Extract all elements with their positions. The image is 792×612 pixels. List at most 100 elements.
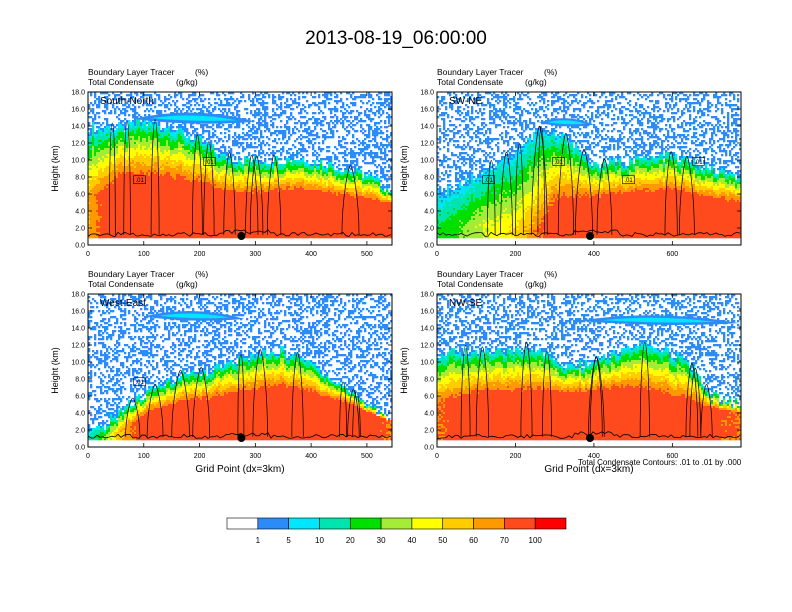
header-right-1: (%) [544, 269, 557, 279]
colorbar-label: 50 [438, 536, 447, 545]
y-tick-label: 0.0 [75, 445, 85, 452]
x-tick-label: 100 [138, 251, 150, 258]
header-right-1: (%) [195, 67, 208, 77]
header-left-1: Boundary Layer Tracer [437, 67, 524, 77]
y-tick-label: 16.0 [420, 309, 434, 316]
condensate-contour [249, 155, 264, 235]
colorbar-swatch [288, 517, 320, 530]
y-tick-label: 18.0 [420, 292, 434, 299]
colorbar-swatch [534, 517, 567, 530]
condensate-contour [237, 354, 245, 437]
header-left-2: Total Condensate [437, 77, 503, 87]
header-right-1: (%) [544, 67, 557, 77]
colorbar-label: 100 [529, 536, 543, 545]
condensate-contour [352, 391, 361, 437]
y-axis-label: Height (km) [50, 145, 60, 192]
location-marker [585, 434, 594, 442]
header-right-2: (g/kg) [525, 77, 547, 87]
x-axis-label: Grid Point (dx=3km) [195, 464, 284, 475]
colorbar-label: 40 [407, 536, 416, 545]
condensate-contour [664, 151, 678, 235]
condensate-contour [689, 367, 702, 437]
y-tick-label: 10.0 [71, 158, 85, 165]
contour-footnote: Total Condensate Contours: .01 to .01 by… [578, 458, 741, 467]
y-tick-label: 8.0 [75, 377, 85, 384]
header-left-1: Boundary Layer Tracer [88, 269, 175, 279]
plot-frame [436, 293, 742, 448]
y-tick-label: 10.0 [420, 158, 434, 165]
condensate-contour [531, 125, 548, 235]
colorbar-label: 20 [346, 536, 355, 545]
y-tick-label: 18.0 [420, 90, 434, 97]
condensate-contour [108, 122, 116, 235]
contour-label-box [552, 157, 565, 166]
contour-label: .01 [205, 160, 214, 166]
colorbar: 1 5 10 20 30 40 50 60 70 100 [226, 517, 567, 545]
condensate-contour [252, 349, 268, 437]
x-tick-label: 400 [588, 251, 600, 258]
tracer-field [437, 294, 741, 441]
condensate-contour [171, 369, 190, 437]
location-marker [585, 232, 594, 240]
x-tick-label: 0 [435, 453, 439, 460]
colorbar-label: 10 [315, 536, 324, 545]
condensate-contour [596, 158, 613, 235]
x-tick-label: 0 [86, 453, 90, 460]
x-tick-label: 600 [667, 251, 679, 258]
plot-frame [436, 91, 742, 246]
y-tick-label: 6.0 [424, 394, 434, 401]
y-axis-label: Height (km) [399, 347, 409, 394]
contour-label-box [203, 157, 216, 166]
y-tick-label: 8.0 [424, 377, 434, 384]
y-tick-label: 18.0 [71, 90, 85, 97]
panel-label: West-East [100, 298, 146, 309]
contour-label: .01 [136, 178, 145, 184]
y-tick-label: 2.0 [75, 226, 85, 233]
condensate-contour [700, 384, 713, 437]
colorbar-swatch [442, 517, 474, 530]
x-tick-label: 400 [305, 453, 317, 460]
condensate-contour [639, 342, 650, 437]
upper-cloud-core [547, 120, 586, 125]
y-tick-label: 14.0 [420, 326, 434, 333]
header-right-2: (g/kg) [176, 279, 198, 289]
contour-label: .01 [624, 178, 633, 184]
y-tick-label: 12.0 [420, 141, 434, 148]
y-tick-label: 2.0 [75, 428, 85, 435]
colorbar-swatch [319, 517, 351, 530]
condensate-contour [150, 119, 160, 235]
y-tick-label: 12.0 [71, 343, 85, 350]
contour-label-box [622, 175, 635, 185]
condensate-contour [123, 121, 131, 235]
y-tick-label: 0.0 [75, 243, 85, 250]
x-tick-label: 400 [588, 453, 600, 460]
x-tick-label: 300 [249, 251, 261, 258]
condensate-contour [146, 384, 164, 437]
header-left-1: Boundary Layer Tracer [88, 67, 175, 77]
colorbar-swatch [226, 517, 259, 530]
header-left-2: Total Condensate [437, 279, 503, 289]
x-tick-label: 500 [361, 251, 373, 258]
panel-sw-ne: Boundary Layer Tracer (%) Total Condensate… [399, 67, 742, 258]
contour-label: .01 [136, 380, 145, 386]
plot-frame [87, 91, 393, 246]
condensate-contour [475, 346, 489, 437]
colorbar-swatch [504, 517, 536, 530]
condensate-contour [542, 351, 552, 437]
condensate-contour [685, 362, 699, 437]
x-tick-label: 0 [435, 251, 439, 258]
header-right-2: (g/kg) [525, 279, 547, 289]
condensate-contour [339, 381, 347, 437]
tracer-field [437, 92, 741, 239]
condensate-contour [291, 352, 304, 437]
y-tick-label: 2.0 [424, 428, 434, 435]
header-left-1: Boundary Layer Tracer [437, 269, 524, 279]
condensate-contour [125, 397, 141, 437]
panel-nw-se: Boundary Layer Tracer (%) Total Condensate… [399, 269, 742, 475]
y-tick-label: 0.0 [424, 243, 434, 250]
y-tick-label: 12.0 [420, 343, 434, 350]
colorbar-swatch [411, 517, 444, 530]
contour-label: .01 [485, 178, 494, 184]
terrain-line [88, 229, 392, 237]
colorbar-label: 30 [377, 536, 386, 545]
